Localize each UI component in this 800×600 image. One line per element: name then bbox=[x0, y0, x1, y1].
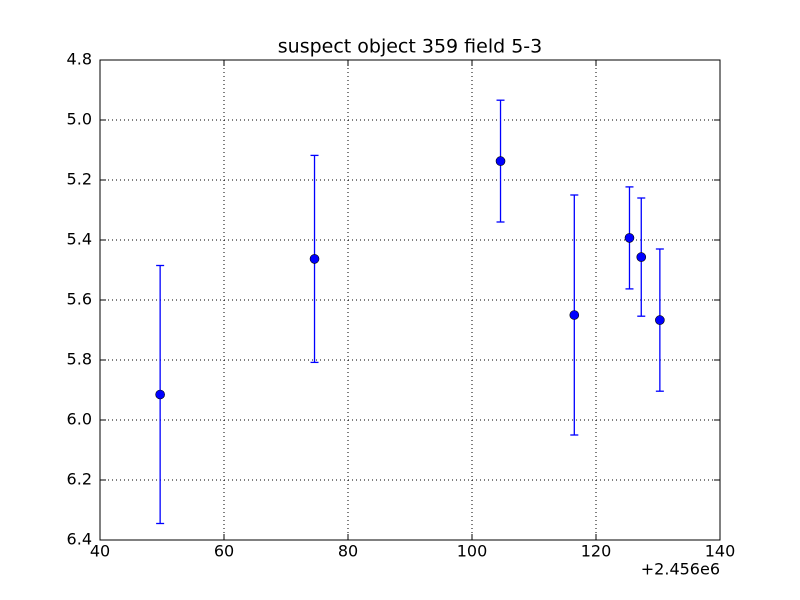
point bbox=[636, 252, 647, 262]
y-tick-label: 5.2 bbox=[67, 170, 92, 189]
x-offset-label: +2.456e6 bbox=[641, 560, 720, 579]
point bbox=[655, 315, 665, 325]
y-tick-label: 6.2 bbox=[67, 470, 92, 489]
plot-frame bbox=[99, 59, 721, 541]
y-tick-label: 5.4 bbox=[67, 230, 92, 249]
x-tick-label: 140 bbox=[705, 542, 736, 561]
x-tick-label: 100 bbox=[457, 542, 488, 561]
x-tick-label: 60 bbox=[214, 542, 234, 561]
point bbox=[309, 254, 320, 264]
x-tick-label: 40 bbox=[90, 542, 110, 561]
point bbox=[155, 389, 165, 400]
y-tick-label: 5.6 bbox=[67, 290, 92, 309]
y-tick-label: 4.8 bbox=[67, 50, 92, 69]
x-tick-label: 120 bbox=[581, 542, 612, 561]
x-tick-label: 80 bbox=[338, 542, 358, 561]
y-tick-label: 5.0 bbox=[67, 110, 92, 129]
chart-title: suspect object 359 field 5-3 bbox=[278, 36, 543, 58]
point bbox=[569, 310, 580, 320]
point bbox=[624, 233, 635, 243]
y-tick-label: 6.4 bbox=[67, 530, 92, 549]
y-tick-label: 5.8 bbox=[67, 350, 92, 369]
y-tick-label: 6.0 bbox=[67, 410, 92, 429]
point bbox=[495, 156, 506, 166]
